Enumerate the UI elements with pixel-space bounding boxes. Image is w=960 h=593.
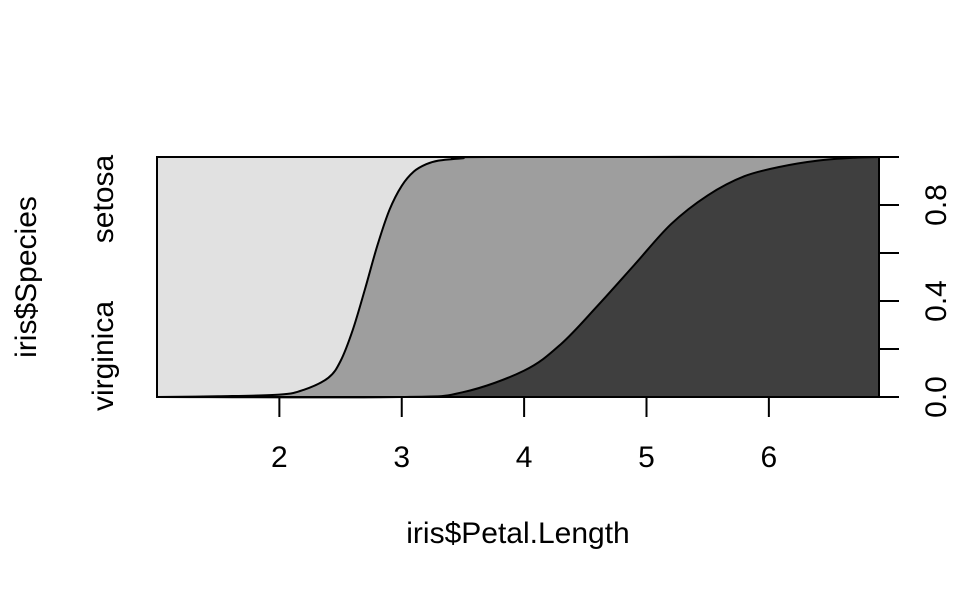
left-axis-label-virginica: virginica: [87, 301, 120, 411]
density-band-virginica: [157, 157, 879, 398]
x-tick-label: 2: [271, 441, 288, 474]
x-tick-label: 6: [761, 441, 778, 474]
x-tick-label: 3: [393, 441, 410, 474]
right-tick-label: 0.4: [920, 280, 953, 322]
x-axis-title: iris$Petal.Length: [406, 517, 629, 550]
x-axis: 2 3 4 5 6: [271, 397, 777, 474]
right-tick-label: 0.8: [920, 184, 953, 226]
density-bands: [157, 156, 879, 398]
x-tick-label: 4: [516, 441, 533, 474]
x-tick-label: 5: [638, 441, 655, 474]
right-tick-label: 0.0: [920, 376, 953, 418]
y-axis-title: iris$Species: [10, 196, 43, 358]
right-axis: 0.0 0.4 0.8: [878, 156, 953, 418]
left-axis-label-setosa: setosa: [87, 154, 120, 243]
